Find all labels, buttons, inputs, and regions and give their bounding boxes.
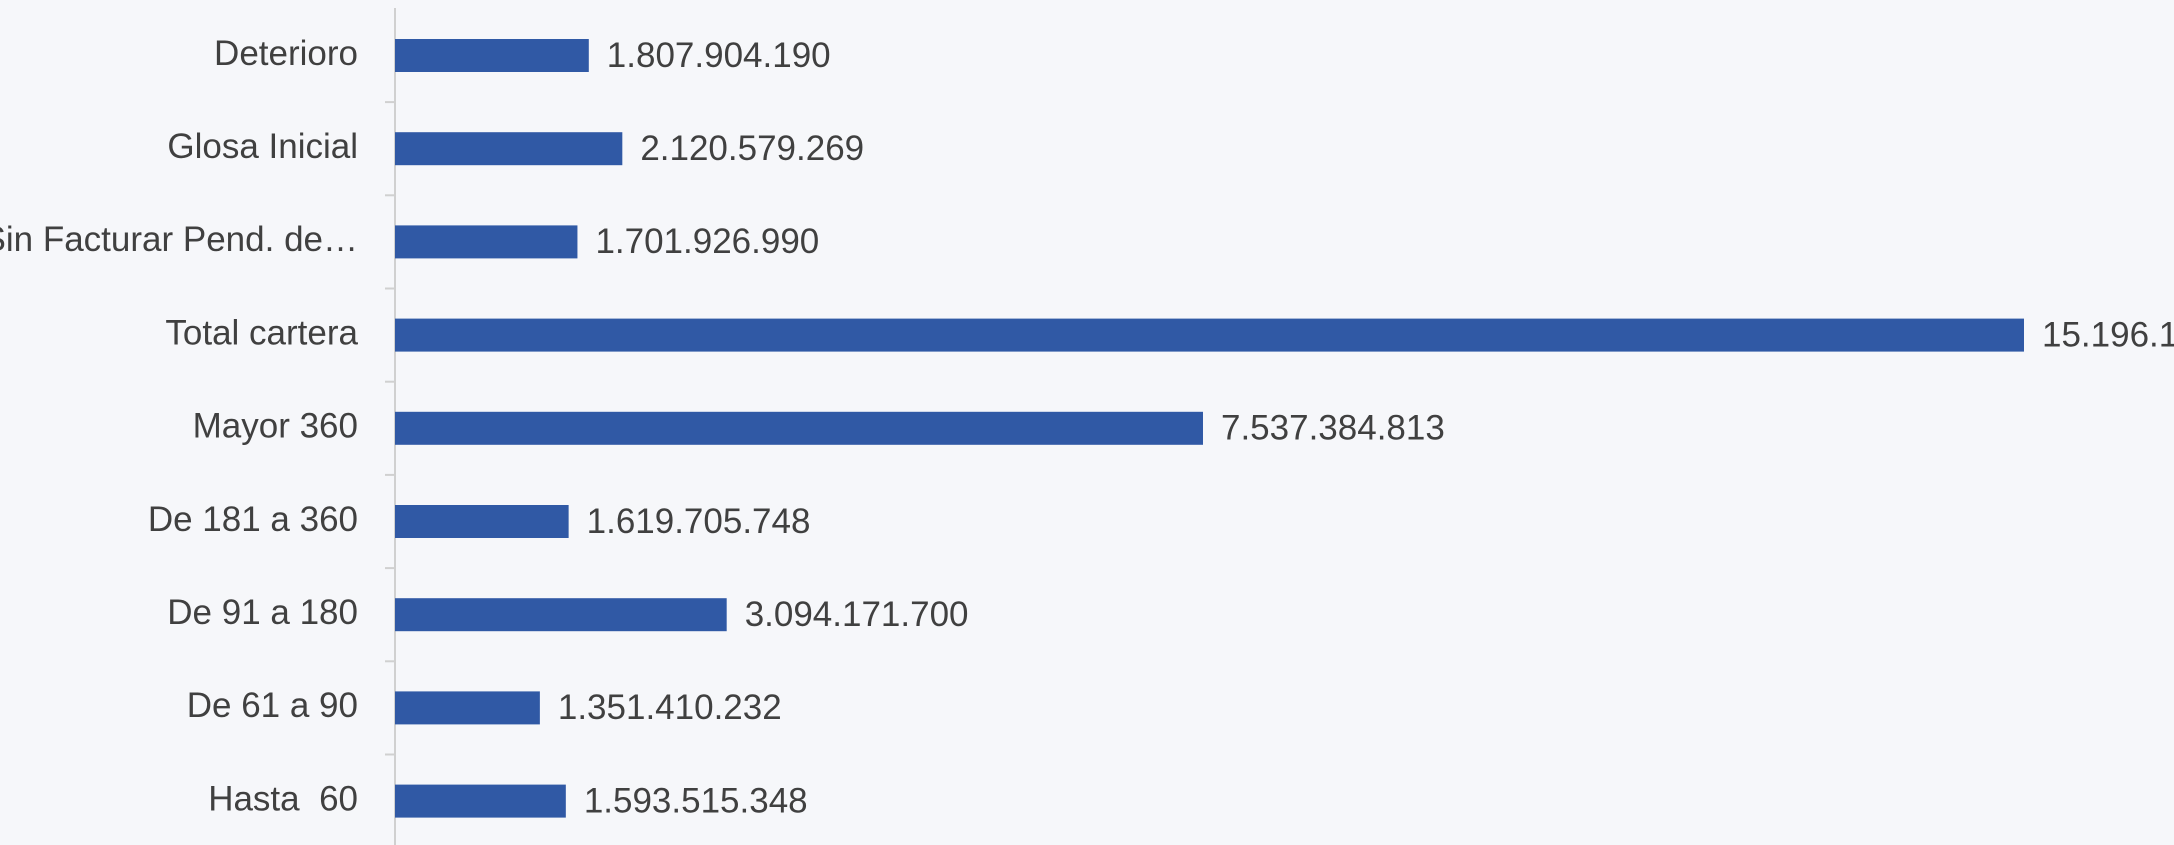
category-label: De 61 a 90	[187, 686, 358, 725]
category-label: Sin Facturar Pend. de…	[0, 220, 358, 259]
bar	[395, 39, 589, 72]
category-label: De 91 a 180	[167, 593, 358, 632]
value-label: 1.701.926.990	[595, 222, 819, 261]
bar	[395, 598, 727, 631]
value-label: 15.196.187.841	[2042, 315, 2174, 354]
bar	[395, 319, 2024, 352]
bar	[395, 785, 566, 818]
category-label: Mayor 360	[193, 407, 358, 446]
category-label: Total cartera	[165, 313, 358, 352]
value-label: 7.537.384.813	[1221, 409, 1445, 448]
category-label: Deterioro	[214, 34, 358, 73]
bar	[395, 691, 540, 724]
chart: Deterioro 1.807.904.190 Glosa Inicial 2.120…	[0, 0, 2174, 845]
bar	[395, 132, 622, 165]
value-label: 1.351.410.232	[558, 688, 782, 727]
value-label: 1.593.515.348	[584, 781, 808, 820]
page: Deterioro 1.807.904.190 Glosa Inicial 2.120…	[0, 0, 2174, 845]
category-label: De 181 a 360	[148, 500, 358, 539]
value-label: 1.807.904.190	[607, 36, 831, 75]
category-label: Glosa Inicial	[167, 127, 358, 166]
bar	[395, 505, 569, 538]
value-label: 2.120.579.269	[640, 129, 864, 168]
bar	[395, 412, 1203, 445]
category-label: Hasta 60	[208, 779, 358, 818]
value-label: 1.619.705.748	[587, 502, 811, 541]
value-label: 3.094.171.700	[745, 595, 969, 634]
bar	[395, 225, 577, 258]
